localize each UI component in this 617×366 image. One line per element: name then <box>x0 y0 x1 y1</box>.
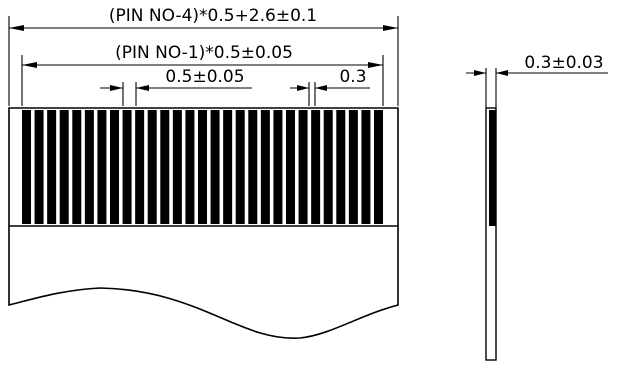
side-contact-layer <box>489 110 496 226</box>
pin-contact <box>374 110 383 224</box>
pin-contact <box>248 110 258 224</box>
pin-contact <box>336 110 346 224</box>
pin-contact <box>235 110 245 224</box>
fpc-outline <box>8 107 399 339</box>
pin-contact <box>286 110 295 224</box>
pin-contact <box>147 110 157 224</box>
arrow-right-icon <box>368 62 383 68</box>
pin-contact <box>47 110 57 224</box>
arrow-left-icon <box>22 62 37 68</box>
pin-contact <box>160 110 170 224</box>
pin-contact <box>135 110 145 224</box>
pin-contact <box>361 110 371 224</box>
arrow-left-icon <box>9 25 24 31</box>
pin-contact <box>72 110 82 224</box>
arrow-left-icon <box>110 85 123 91</box>
pin-contact <box>185 110 195 224</box>
arrow-right-icon <box>383 25 398 31</box>
fpc-side-view: 0.3±0.03 <box>466 53 608 361</box>
arrow-right-icon <box>496 70 508 76</box>
pin-contact <box>34 110 44 224</box>
arrow-right-icon <box>315 85 327 91</box>
overall-width-label: (PIN NO-4)*0.5+2.6±0.1 <box>109 6 317 26</box>
side-outline <box>485 107 497 361</box>
pin-span-dimension: (PIN NO-1)*0.5±0.05 <box>21 43 384 106</box>
pin-contact <box>172 110 182 224</box>
pin-width-label: 0.3 <box>339 67 366 87</box>
pin-contact <box>84 110 94 224</box>
pin-contact <box>223 110 233 224</box>
pin-width-dimension: 0.3 <box>290 67 370 106</box>
pin-contacts <box>22 110 383 224</box>
overall-width-dimension: (PIN NO-4)*0.5+2.6±0.1 <box>8 6 399 106</box>
pin-contact <box>110 110 119 224</box>
thickness-label: 0.3±0.03 <box>524 53 603 73</box>
pin-contact <box>210 110 220 224</box>
pin-contact <box>311 110 321 224</box>
arrow-left-icon <box>474 70 486 76</box>
pin-contact <box>273 110 283 224</box>
pin-span-label: (PIN NO-1)*0.5±0.05 <box>115 43 293 63</box>
pin-contact <box>348 110 358 224</box>
arrow-right-icon <box>136 85 149 91</box>
pin-contact <box>198 110 207 224</box>
pin-contact <box>260 110 270 224</box>
pin-contact <box>298 110 308 224</box>
pin-pitch-label: 0.5±0.05 <box>165 67 244 87</box>
pin-contact <box>122 110 132 224</box>
pin-contact <box>22 110 31 224</box>
arrow-left-icon <box>297 85 309 91</box>
fpc-front-view <box>8 107 399 339</box>
pin-pitch-dimension: 0.5±0.05 <box>100 67 252 106</box>
pin-contact <box>59 110 69 224</box>
pin-contact <box>97 110 107 224</box>
pin-contact <box>323 110 333 224</box>
